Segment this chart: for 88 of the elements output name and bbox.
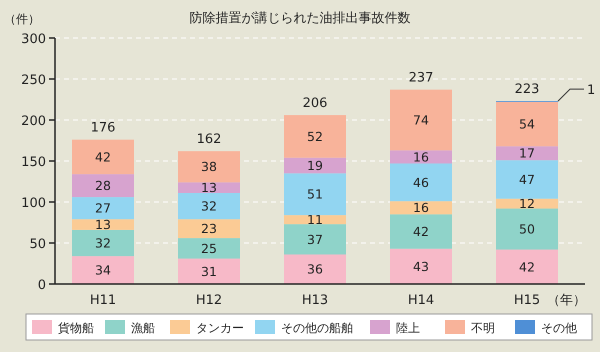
x-tick-label: H12 bbox=[196, 293, 222, 308]
x-tick-label: H14 bbox=[408, 293, 434, 308]
y-axis-title: （件） bbox=[4, 12, 40, 26]
bar bbox=[284, 173, 346, 216]
bar bbox=[72, 219, 134, 230]
x-tick-label: H11 bbox=[90, 293, 116, 308]
x-axis-title: （年） bbox=[547, 293, 586, 308]
bar bbox=[390, 163, 452, 202]
bar bbox=[496, 198, 558, 209]
bar bbox=[390, 214, 452, 249]
chart-title: 防除措置が講じられた油排出事故件数 bbox=[190, 11, 410, 26]
bar bbox=[390, 201, 452, 214]
data-label: 36 bbox=[307, 262, 323, 277]
bar bbox=[496, 250, 558, 284]
data-label: 42 bbox=[413, 224, 429, 240]
bar bbox=[496, 208, 558, 250]
bar bbox=[496, 146, 558, 160]
data-label: 51 bbox=[307, 186, 323, 202]
bar bbox=[72, 174, 134, 198]
bar bbox=[390, 90, 452, 150]
bar bbox=[178, 258, 240, 284]
bar bbox=[178, 182, 240, 193]
data-label: 50 bbox=[519, 222, 535, 237]
total-label: 223 bbox=[514, 82, 540, 98]
legend-label: 陸上 bbox=[396, 321, 420, 335]
legend-label: 貨物船 bbox=[58, 321, 94, 335]
bar bbox=[390, 150, 452, 164]
total-label: 162 bbox=[196, 132, 222, 148]
bar bbox=[72, 197, 134, 220]
data-label: 37 bbox=[307, 232, 323, 247]
data-label: 23 bbox=[201, 221, 217, 236]
bar bbox=[72, 256, 134, 284]
bar bbox=[284, 115, 346, 158]
total-label: 176 bbox=[90, 120, 116, 136]
data-label: 1 bbox=[587, 83, 596, 98]
bar bbox=[284, 158, 346, 174]
y-tick-label: 250 bbox=[21, 73, 46, 88]
y-tick-label: 200 bbox=[21, 114, 46, 129]
bar bbox=[284, 215, 346, 224]
bar bbox=[496, 102, 558, 146]
data-label: 74 bbox=[413, 112, 429, 128]
bar bbox=[284, 254, 346, 284]
bar bbox=[178, 219, 240, 238]
data-label: 43 bbox=[413, 258, 429, 274]
data-label: 46 bbox=[413, 174, 429, 190]
data-label: 27 bbox=[95, 200, 111, 216]
legend-label: その他 bbox=[541, 321, 577, 335]
data-label: 54 bbox=[519, 116, 535, 132]
y-tick-label: 150 bbox=[21, 155, 46, 170]
data-label: 12 bbox=[519, 196, 535, 212]
data-label: 25 bbox=[201, 240, 217, 256]
data-label: 16 bbox=[413, 200, 429, 216]
data-label: 42 bbox=[95, 149, 111, 164]
legend-label: 漁船 bbox=[131, 321, 155, 335]
data-label: 47 bbox=[519, 172, 535, 187]
bar bbox=[178, 151, 240, 182]
bar bbox=[178, 192, 240, 220]
bar bbox=[72, 230, 134, 256]
data-label: 31 bbox=[201, 264, 217, 279]
data-label: 16 bbox=[413, 149, 429, 164]
x-tick-label: H15 bbox=[514, 293, 540, 308]
data-label: 17 bbox=[519, 146, 535, 161]
total-label: 237 bbox=[408, 70, 434, 86]
data-label: 42 bbox=[519, 259, 535, 274]
legend-label: 不明 bbox=[471, 321, 495, 335]
data-label: 52 bbox=[307, 128, 323, 144]
bar bbox=[178, 238, 240, 259]
data-label: 19 bbox=[307, 158, 323, 174]
legend-label: タンカー bbox=[196, 321, 244, 335]
bar bbox=[496, 160, 558, 199]
data-label: 11 bbox=[307, 212, 323, 228]
total-label: 206 bbox=[302, 96, 328, 112]
data-label: 13 bbox=[201, 180, 217, 196]
data-label: 32 bbox=[95, 236, 111, 250]
y-tick-label: 300 bbox=[21, 32, 46, 47]
data-label: 13 bbox=[95, 217, 111, 232]
legend-label: その他の船舶 bbox=[281, 321, 353, 335]
bar bbox=[390, 248, 452, 284]
bar bbox=[284, 224, 346, 254]
data-label: 34 bbox=[95, 262, 111, 278]
y-tick-label: 50 bbox=[29, 237, 46, 252]
y-tick-label: 0 bbox=[38, 278, 46, 293]
bar bbox=[72, 140, 134, 174]
x-tick-label: H13 bbox=[302, 293, 328, 308]
data-label: 38 bbox=[201, 159, 217, 174]
y-tick-label: 100 bbox=[21, 196, 46, 211]
data-label: 32 bbox=[201, 198, 217, 214]
data-label: 28 bbox=[95, 178, 111, 194]
